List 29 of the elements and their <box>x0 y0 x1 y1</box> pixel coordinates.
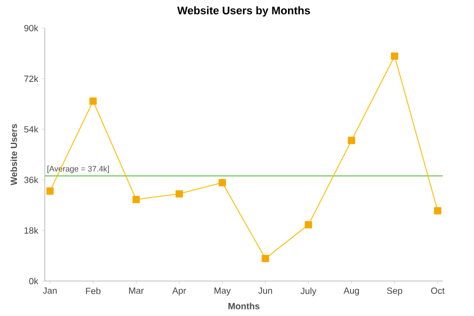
point <box>390 52 398 60</box>
y-tick-label: 72k <box>24 75 38 82</box>
x-tick-label: July <box>300 288 316 296</box>
x-tick-label: Aug <box>344 288 359 296</box>
x-tick-label: Oct <box>431 288 445 294</box>
point <box>218 178 226 186</box>
point <box>89 97 97 105</box>
point <box>262 254 270 262</box>
y-tick-label: 0k <box>29 278 38 284</box>
y-tick-label: 18k <box>24 227 38 234</box>
x-tick-label: Sep <box>387 288 402 296</box>
y-tick-label: 36k <box>24 176 38 184</box>
x-tick-label: Mar <box>129 288 144 294</box>
x-tick-label: May <box>214 288 231 296</box>
x-tick-label: Apr <box>172 288 186 296</box>
chart-title: Website Users by Months <box>177 6 310 17</box>
y-tick-label: 90k <box>24 24 38 32</box>
y-axis-title: Website Users <box>10 124 18 186</box>
point <box>348 136 356 144</box>
x-tick-label: Jun <box>258 288 272 294</box>
y-tick-label: 54k <box>24 126 38 133</box>
x-axis-title: Months <box>228 302 260 310</box>
point <box>132 196 140 204</box>
point <box>304 221 312 228</box>
point <box>46 187 54 195</box>
point <box>434 207 442 214</box>
point <box>176 190 183 198</box>
x-tick-label: Jan <box>42 288 57 294</box>
x-tick-label: Feb <box>86 288 100 294</box>
